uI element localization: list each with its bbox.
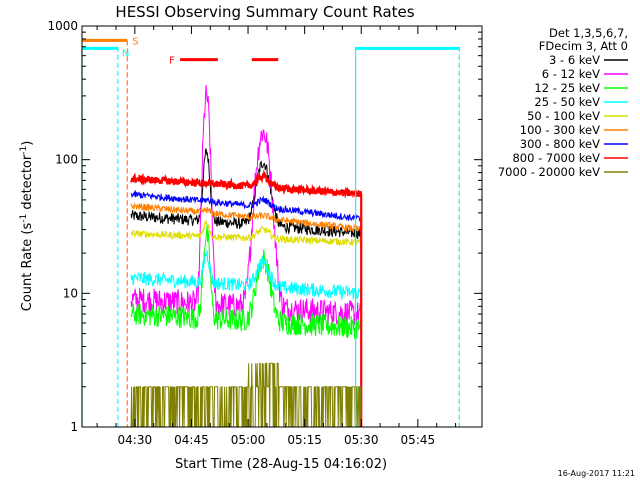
legend-label: 100 - 300 keV: [520, 123, 600, 137]
series-line: [130, 250, 362, 427]
x-axis-label: Start Time (28-Aug-15 04:16:02): [175, 457, 387, 472]
y-tick-label: 1000: [47, 19, 78, 33]
series-layer: [130, 84, 363, 427]
axes-layer: 1 10 100 1000 04:30 04:45 05:00 05:15 05:30 05:45: [47, 19, 482, 447]
legend-header-line-1: Det 1,3,5,6,7,: [549, 26, 628, 40]
x-tick-label: 05:30: [344, 433, 379, 447]
y-tick-label: 100: [55, 153, 78, 167]
saa-flag-label: S: [132, 36, 138, 47]
legend-label: 800 - 7000 keV: [512, 151, 600, 165]
series-line: [130, 189, 362, 427]
overlay-layer: SN F: [81, 36, 460, 427]
series-line: [130, 220, 362, 427]
series-line: [130, 224, 362, 427]
chart-title: HESSI Observing Summary Count Rates: [115, 3, 414, 21]
x-tick-label: 04:30: [118, 433, 153, 447]
x-tick-label: 05:45: [401, 433, 436, 447]
y-tick-label: 10: [63, 286, 78, 300]
footer-date: 16-Aug-2017 11:21: [558, 469, 635, 478]
series-line: [130, 362, 362, 427]
plot-frame: [81, 25, 483, 428]
series-line: [130, 203, 362, 427]
legend-label: 12 - 25 keV: [534, 81, 600, 95]
y-tick-label: 1: [70, 420, 78, 434]
legend-label: 300 - 800 keV: [520, 137, 600, 151]
y-axis-label: Count Rate (s-1 detector-1): [19, 141, 35, 312]
legend: Det 1,3,5,6,7, FDecim 3, Att 0 3 - 6 keV…: [498, 26, 628, 179]
series-line: [130, 84, 362, 427]
legend-label: 3 - 6 keV: [549, 53, 600, 67]
legend-label: 7000 - 20000 keV: [498, 165, 600, 179]
legend-label: 25 - 50 keV: [534, 95, 600, 109]
legend-header-line-2: FDecim 3, Att 0: [539, 39, 628, 53]
series-line: [130, 148, 362, 427]
x-tick-label: 05:15: [287, 433, 322, 447]
flare-flag-label: F: [169, 56, 175, 67]
night-flag-label: N: [122, 48, 129, 59]
x-tick-label: 04:45: [174, 433, 209, 447]
series-line: [130, 169, 363, 427]
legend-label: 6 - 12 keV: [542, 67, 600, 81]
x-tick-label: 05:00: [231, 433, 266, 447]
legend-label: 50 - 100 keV: [527, 109, 600, 123]
